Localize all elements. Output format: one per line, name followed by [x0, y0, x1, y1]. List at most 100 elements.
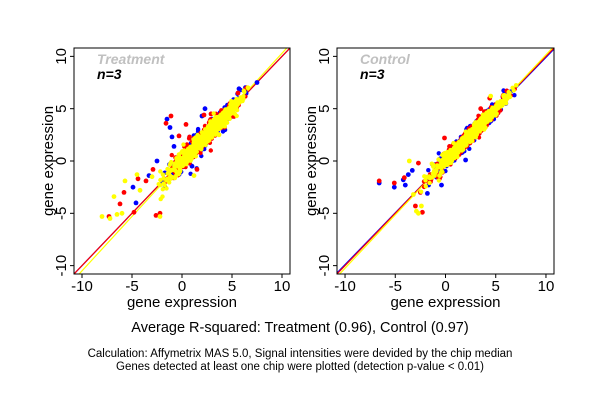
- data-point: [183, 151, 189, 156]
- data-point: [228, 111, 234, 117]
- outlier-point: [183, 122, 189, 127]
- outlier-point: [391, 184, 397, 190]
- data-point: [449, 149, 454, 154]
- data-point: [431, 168, 437, 173]
- data-point: [232, 111, 237, 117]
- outlier-point: [411, 192, 416, 197]
- outlier-point: [131, 209, 137, 215]
- outlier-point: [420, 209, 425, 215]
- outlier-point: [235, 90, 241, 96]
- data-point: [439, 160, 444, 165]
- outlier-point: [171, 144, 177, 149]
- data-point: [436, 151, 441, 156]
- data-point: [479, 124, 484, 129]
- outlier-point: [133, 200, 139, 206]
- outlier-point: [150, 167, 156, 172]
- outlier-point: [409, 168, 415, 173]
- outlier-point: [425, 191, 430, 196]
- outlier-point: [488, 93, 494, 99]
- x-axis-label: gene expression: [390, 294, 500, 311]
- data-point: [436, 178, 442, 183]
- outlier-point: [419, 203, 424, 209]
- x-tick-label: -10: [71, 278, 93, 295]
- data-point: [158, 169, 163, 174]
- y-axis-label: gene expression: [303, 106, 320, 216]
- data-point: [202, 137, 208, 142]
- scatter-panel-treatment: -10 -5 0 5 10 -10 -5 0 5 10 gene expression gene ex…: [40, 47, 291, 311]
- data-point: [197, 145, 202, 151]
- data-point: [418, 189, 424, 194]
- data-point: [196, 136, 202, 141]
- outlier-point: [401, 175, 407, 181]
- data-point: [193, 146, 199, 151]
- data-point: [184, 161, 189, 167]
- data-point: [208, 126, 213, 131]
- data-point: [176, 171, 182, 177]
- data-point: [501, 94, 506, 99]
- series-3: [406, 83, 519, 216]
- series-3: [99, 85, 251, 221]
- data-point: [220, 129, 226, 134]
- calculation-note: Calculation: Affymetrix MAS 5.0, Signal …: [87, 348, 513, 360]
- outlier-point: [99, 214, 105, 219]
- data-point: [177, 154, 182, 160]
- data-point: [161, 181, 166, 186]
- outlier-point: [114, 212, 120, 217]
- data-point: [165, 176, 170, 181]
- outlier-point: [376, 178, 382, 184]
- y-tick-label: -5: [316, 207, 333, 220]
- data-point: [233, 98, 238, 103]
- data-point: [461, 140, 466, 145]
- data-point: [240, 98, 245, 104]
- outlier-point: [391, 180, 397, 186]
- data-point: [505, 94, 510, 99]
- data-point: [514, 83, 519, 88]
- data-point: [463, 129, 468, 134]
- data-point: [484, 115, 489, 120]
- data-point: [168, 176, 174, 181]
- y-tick-label: 0: [53, 157, 70, 165]
- data-point: [215, 119, 221, 124]
- data-point: [208, 119, 213, 124]
- outlier-point: [130, 184, 136, 190]
- data-point: [208, 148, 213, 153]
- x-tick-label: 5: [492, 278, 500, 295]
- data-point: [423, 184, 428, 189]
- y-tick-label: -10: [53, 255, 70, 277]
- outlier-point: [169, 134, 175, 140]
- outlier-point: [122, 178, 128, 184]
- sample-size-label: n=3: [360, 66, 385, 82]
- data-point: [474, 128, 479, 133]
- data-point: [160, 172, 166, 177]
- data-point: [157, 183, 163, 188]
- outlier-point: [153, 213, 159, 218]
- data-point: [207, 134, 212, 139]
- outlier-point: [245, 85, 251, 91]
- r-squared-summary: Average R-squared: Treatment (0.96), Con…: [131, 320, 469, 336]
- outlier-point: [216, 132, 222, 138]
- data-point: [241, 88, 246, 94]
- outlier-point: [191, 173, 197, 179]
- y-tick-label: 5: [53, 105, 70, 113]
- outlier-point: [135, 176, 141, 182]
- outlier-point: [405, 172, 411, 178]
- outlier-point: [119, 210, 125, 216]
- outlier-point: [236, 86, 242, 92]
- data-point: [439, 165, 444, 170]
- data-point: [427, 180, 432, 186]
- outlier-point: [176, 133, 182, 139]
- data-point: [468, 129, 473, 134]
- x-tick-label: 0: [178, 278, 186, 295]
- y-tick-label: 5: [316, 105, 333, 113]
- y-tick-label: 10: [316, 48, 333, 65]
- data-point: [160, 194, 165, 199]
- outlier-point: [121, 190, 127, 195]
- outlier-point: [154, 158, 160, 164]
- plot-area: [337, 48, 554, 274]
- data-point: [223, 118, 228, 124]
- data-point: [167, 162, 172, 167]
- series-2: [106, 85, 250, 219]
- x-tick-label: -10: [334, 278, 356, 295]
- outlier-point: [437, 173, 442, 179]
